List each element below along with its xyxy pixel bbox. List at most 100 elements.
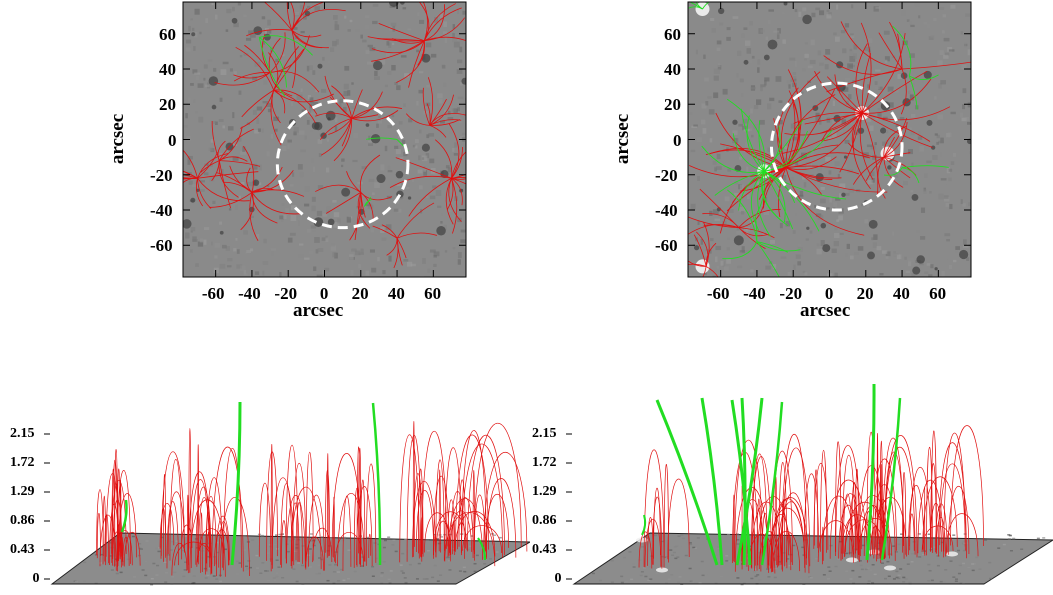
plane-texture (275, 534, 279, 536)
noise-pixel (938, 193, 944, 200)
field-line (392, 38, 425, 44)
x-axis-label-top-left: arcsec (293, 300, 344, 321)
noise-pixel (736, 230, 742, 235)
noise-pixel (369, 249, 375, 253)
plane-texture (387, 536, 391, 538)
noise-pixel (456, 8, 460, 14)
noise-pixel (203, 172, 209, 176)
noise-pixel (841, 164, 847, 168)
noise-pixel (293, 11, 300, 16)
noise-pixel (750, 269, 754, 273)
noise-pixel (842, 87, 849, 92)
field-line (251, 166, 283, 193)
plane-texture (877, 542, 881, 544)
noise-pixel (289, 67, 294, 71)
noise-pixel (950, 4, 956, 9)
noise-pixel (257, 128, 261, 132)
closed-field-loop (756, 498, 762, 572)
noise-pixel (301, 109, 305, 112)
closed-field-loop (473, 494, 486, 555)
noise-pixel (245, 37, 252, 41)
noise-pixel (890, 117, 894, 124)
noise-pixel (203, 64, 208, 69)
z-tick-label: 0.43 (532, 542, 557, 557)
noise-pixel (287, 237, 293, 243)
plane-texture (244, 569, 248, 572)
noise-pixel (745, 230, 749, 233)
noise-pixel (872, 242, 877, 248)
noise-pixel (185, 275, 190, 277)
noise-pixel (726, 237, 730, 240)
closed-field-loop (838, 505, 859, 559)
closed-field-loop (842, 493, 853, 557)
plane-texture (382, 546, 386, 549)
field-line (377, 38, 425, 42)
plane-texture (676, 556, 680, 558)
noise-pixel (911, 113, 916, 118)
noise-pixel (790, 75, 797, 81)
plane-texture (347, 549, 351, 551)
noise-pixel (417, 12, 420, 17)
closed-field-loop (160, 451, 185, 556)
noise-pixel (307, 95, 312, 100)
noise-pixel (410, 263, 416, 267)
plane-texture (285, 551, 289, 554)
plane-texture (383, 539, 387, 542)
plane-texture (156, 564, 160, 567)
field-line (738, 227, 766, 250)
x-tick-label: 40 (892, 284, 910, 303)
noise-pixel (187, 159, 191, 165)
noise-pixel (403, 254, 407, 259)
closed-field-loop (326, 453, 329, 558)
noise-pixel (399, 157, 404, 160)
field-line (860, 22, 872, 114)
plane-texture (266, 573, 270, 576)
noise-pixel (831, 132, 837, 139)
field-3d-panel-bottom-right: 2.15 1.72 1.29 0.86 0.43 0 (522, 370, 1053, 595)
plane-texture (1008, 534, 1012, 537)
negative-flux-patch (400, 2, 405, 5)
noise-pixel (866, 38, 873, 43)
negative-flux-patch (327, 117, 331, 121)
noise-pixel (390, 22, 397, 27)
field-line (241, 89, 274, 118)
noise-pixel (940, 178, 947, 181)
noise-pixel (322, 213, 328, 217)
field-line (757, 171, 771, 237)
noise-pixel (335, 39, 339, 45)
noise-pixel (710, 17, 715, 21)
y-tick-label: -40 (150, 201, 173, 220)
plane-texture (902, 576, 906, 579)
plane-texture (688, 542, 692, 544)
plane-texture (867, 580, 871, 582)
noise-pixel (351, 248, 357, 252)
noise-pixel (722, 88, 728, 95)
noise-pixel (397, 208, 402, 213)
noise-pixel (734, 181, 739, 185)
noise-pixel (816, 248, 822, 255)
noise-pixel (828, 12, 832, 16)
noise-pixel (460, 135, 463, 140)
field-line (852, 112, 871, 190)
plane-texture (676, 581, 680, 584)
noise-pixel (736, 73, 739, 78)
plane-texture (845, 570, 849, 573)
plane-texture (329, 537, 333, 539)
noise-pixel (906, 19, 910, 22)
negative-flux-patch (763, 54, 770, 61)
noise-pixel (934, 96, 937, 100)
noise-pixel (385, 224, 392, 230)
plane-texture (435, 538, 439, 540)
noise-pixel (452, 24, 456, 29)
noise-pixel (462, 132, 466, 135)
plane-texture (106, 563, 110, 565)
noise-pixel (760, 84, 766, 88)
plane-texture (266, 570, 270, 572)
noise-pixel (380, 164, 385, 171)
plane-texture (859, 564, 863, 567)
plane-texture (171, 576, 175, 578)
x-tick-label: -60 (201, 284, 225, 303)
noise-pixel (709, 138, 713, 143)
noise-pixel (776, 34, 780, 39)
plane-texture (115, 558, 119, 560)
